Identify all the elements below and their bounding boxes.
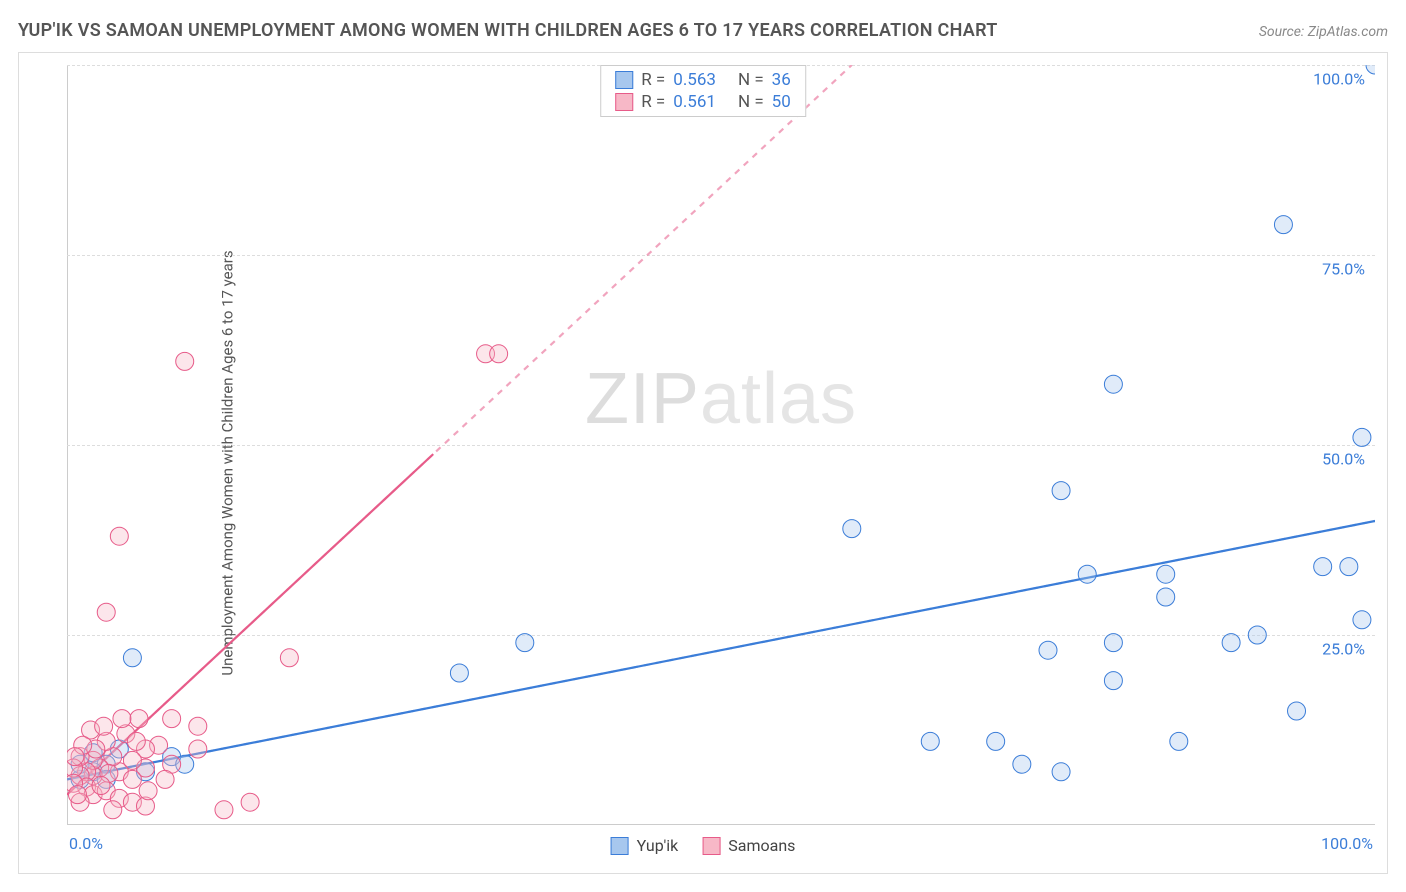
data-point [1157,588,1175,606]
legend-swatch [702,837,720,855]
data-point [1104,634,1122,652]
chart-container: Unemployment Among Women with Children A… [18,52,1388,874]
stats-swatch [615,71,633,89]
data-point [843,520,861,538]
legend-item: Yup'ik [611,836,679,855]
stats-n-label: N = [738,70,764,90]
data-point [68,786,86,804]
x-tick-100: 100.0% [1321,834,1373,853]
data-point [490,345,508,363]
data-point [516,634,534,652]
data-point [1104,672,1122,690]
data-point [1039,641,1057,659]
data-point [189,740,207,758]
legend-swatch [611,837,629,855]
data-point [189,717,207,735]
data-point [1052,482,1070,500]
stats-r-value: 0.561 [673,92,716,112]
data-point [1078,565,1096,583]
data-point [130,710,148,728]
data-point [110,527,128,545]
data-point [280,649,298,667]
data-point [1288,702,1306,720]
data-point [1366,65,1375,74]
data-point [1274,216,1292,234]
correlation-stats-box: R = 0.563 N = 36 R = 0.561 N = 50 [600,65,806,117]
data-point [215,801,233,819]
stats-row: R = 0.563 N = 36 [615,70,791,90]
legend-label: Yup'ik [637,836,679,855]
data-point [1340,558,1358,576]
stats-n-value: 50 [772,92,791,112]
chart-header: YUP'IK VS SAMOAN UNEMPLOYMENT AMONG WOME… [18,20,1388,41]
data-point [1052,763,1070,781]
data-point [92,776,110,794]
data-point [241,793,259,811]
data-point [176,352,194,370]
stats-r-label: R = [641,70,665,90]
stats-n-label: N = [738,92,764,112]
data-point [1157,565,1175,583]
data-point [67,748,84,766]
data-point [156,770,174,788]
stats-n-value: 36 [772,70,791,90]
data-point [1170,732,1188,750]
chart-title: YUP'IK VS SAMOAN UNEMPLOYMENT AMONG WOME… [18,20,998,41]
data-point [95,717,113,735]
data-point [1222,634,1240,652]
chart-source: Source: ZipAtlas.com [1259,24,1388,40]
data-point [139,782,157,800]
legend-item: Samoans [702,836,795,855]
data-point [104,801,122,819]
data-point [1314,558,1332,576]
series-legend: Yup'ik Samoans [611,836,796,855]
data-point [113,710,131,728]
stats-row: R = 0.561 N = 50 [615,92,791,112]
stats-swatch [615,93,633,111]
stats-r-value: 0.563 [673,70,716,90]
data-point [163,710,181,728]
data-point [1013,755,1031,773]
data-point [1248,626,1266,644]
plot-area: ZIPatlas 25.0%50.0%75.0%100.0% [67,65,1375,825]
data-point [123,770,141,788]
data-point [127,732,145,750]
x-tick-0: 0.0% [69,834,103,853]
plot-svg [67,65,1375,825]
data-point [123,649,141,667]
data-point [1104,375,1122,393]
data-point [1353,611,1371,629]
data-point [450,664,468,682]
data-point [921,732,939,750]
data-point [987,732,1005,750]
data-point [1353,428,1371,446]
data-point [97,603,115,621]
stats-r-label: R = [641,92,665,112]
legend-label: Samoans [728,836,795,855]
